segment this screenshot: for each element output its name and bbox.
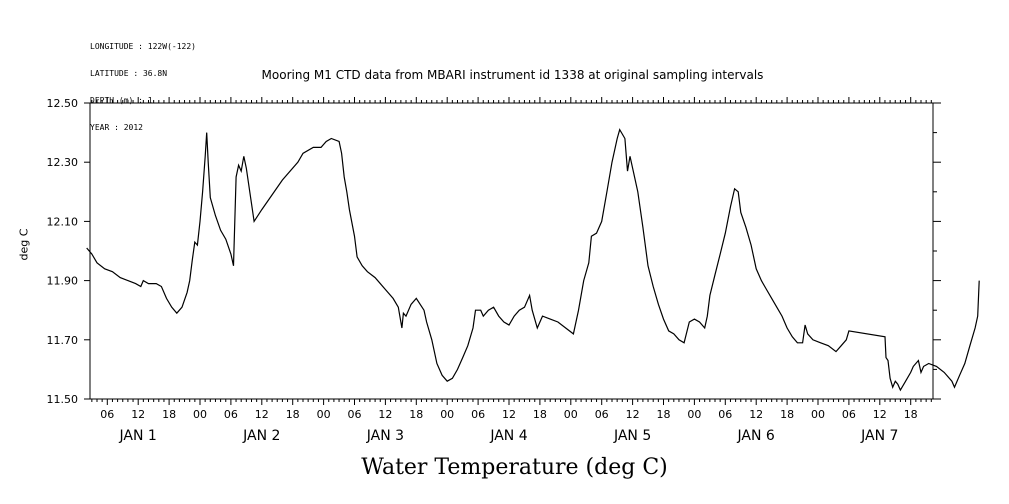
x-tick-label: 12 xyxy=(502,408,516,421)
x-tick-label: 12 xyxy=(255,408,269,421)
meta-latitude: LATITUDE : 36.8N xyxy=(90,69,168,78)
meta-year: YEAR : 2012 xyxy=(90,123,143,132)
temperature-line xyxy=(86,128,980,392)
x-tick-label: 00 xyxy=(811,408,825,421)
x-tick-label: 00 xyxy=(193,408,207,421)
x-tick-label: 06 xyxy=(348,408,362,421)
y-tick-label: 11.70 xyxy=(47,334,79,347)
x-tick-label: 18 xyxy=(286,408,300,421)
x-tick-label: 06 xyxy=(224,408,238,421)
x-tick-label: 12 xyxy=(131,408,145,421)
y-tick-label: 12.50 xyxy=(47,97,79,110)
meta-longitude: LONGITUDE : 122W(-122) xyxy=(90,42,196,51)
x-tick-label: 00 xyxy=(317,408,331,421)
plot-frame xyxy=(89,102,934,400)
day-label: JAN 1 xyxy=(119,428,157,444)
day-label: JAN 5 xyxy=(613,428,651,444)
day-label: JAN 6 xyxy=(737,428,775,444)
x-tick-label: 18 xyxy=(409,408,423,421)
x-tick-label: 12 xyxy=(378,408,392,421)
day-label: JAN 4 xyxy=(489,428,527,444)
x-tick-label: 00 xyxy=(440,408,454,421)
tick-label-group: 11.50 11.70 11.90 12.10 12.30 12.50 06 12 18 00 06… xyxy=(47,97,918,444)
x-axis-label: Water Temperature (deg C) xyxy=(361,455,668,480)
x-tick-label: 00 xyxy=(564,408,578,421)
x-tick-label: 12 xyxy=(626,408,640,421)
y-tick-label: 11.50 xyxy=(47,393,79,406)
day-label: JAN 2 xyxy=(242,428,280,444)
x-tick-label: 12 xyxy=(873,408,887,421)
x-tick-label: 06 xyxy=(100,408,114,421)
y-tick-label: 11.90 xyxy=(47,275,79,288)
day-label: JAN 7 xyxy=(860,428,898,444)
x-tick-label: 06 xyxy=(718,408,732,421)
x-tick-label: 12 xyxy=(749,408,763,421)
x-tick-label: 06 xyxy=(842,408,856,421)
day-label: JAN 3 xyxy=(366,428,404,444)
x-tick-label: 18 xyxy=(533,408,547,421)
x-tick-label: 00 xyxy=(687,408,701,421)
x-tick-label: 06 xyxy=(471,408,485,421)
x-tick-label: 18 xyxy=(780,408,794,421)
chart-title: Mooring M1 CTD data from MBARI instrumen… xyxy=(261,68,764,82)
y-tick-label: 12.10 xyxy=(47,215,79,228)
x-tick-label: 18 xyxy=(657,408,671,421)
tick-group xyxy=(84,97,941,405)
x-tick-label: 18 xyxy=(904,408,918,421)
y-tick-label: 12.30 xyxy=(47,156,79,169)
x-tick-label: 18 xyxy=(162,408,176,421)
x-tick-label: 06 xyxy=(595,408,609,421)
